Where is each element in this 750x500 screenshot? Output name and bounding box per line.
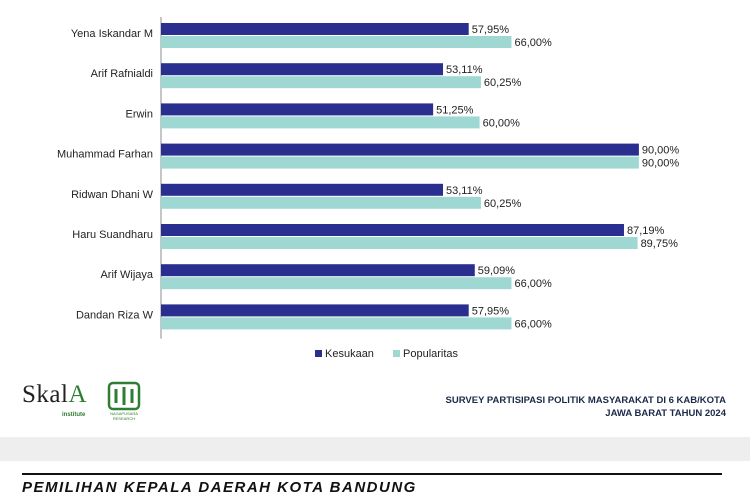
separator-band (0, 437, 750, 461)
bar-popularitas (161, 76, 481, 89)
value-label: 90,00% (642, 145, 680, 157)
bar-popularitas (161, 156, 639, 169)
category-label: Yena Iskandar M (71, 28, 153, 40)
legend-label-popularitas: Popularitas (403, 348, 459, 360)
title-rule (22, 473, 722, 475)
value-label: 87,19% (627, 225, 665, 237)
legend-swatch-popularitas (393, 350, 400, 357)
legend-label-kesukaan: Kesukaan (325, 348, 374, 360)
bar-kesukaan (161, 63, 444, 76)
bar-popularitas (161, 116, 480, 129)
value-label: 66,00% (514, 37, 552, 49)
value-label: 66,00% (514, 318, 552, 330)
svg-text:NAGAPUSARA: NAGAPUSARA (110, 411, 138, 416)
value-label: 57,95% (472, 24, 510, 36)
value-label: 89,75% (641, 238, 679, 250)
value-label: 59,09% (478, 265, 516, 277)
page-title: PEMILIHAN KEPALA DAERAH KOTA BANDUNG (22, 479, 417, 496)
bar-popularitas (161, 277, 512, 290)
bar-kesukaan (161, 224, 624, 236)
svg-text:RESEARCH: RESEARCH (113, 416, 135, 421)
bar-kesukaan (161, 304, 469, 317)
category-label: Dandan Riza W (76, 309, 154, 321)
bar-kesukaan (161, 23, 469, 35)
bar-kesukaan (161, 264, 475, 277)
legend-swatch-kesukaan (315, 350, 322, 357)
category-label: Ridwan Dhani W (71, 189, 154, 201)
value-label: 57,95% (472, 305, 510, 317)
bar-popularitas (161, 317, 512, 330)
value-label: 53,11% (446, 185, 483, 197)
category-label: Haru Suandharu (72, 229, 153, 241)
category-label: Erwin (125, 108, 153, 120)
bar-popularitas (161, 196, 481, 209)
value-label: 60,25% (484, 198, 522, 210)
value-label: 51,25% (436, 104, 474, 116)
survey-line-2: JAWA BARAT TAHUN 2024 (605, 408, 726, 419)
value-label: 60,00% (483, 117, 521, 129)
skala-logo: SkalA institute (22, 381, 152, 421)
survey-caption: SURVEY PARTISIPASI POLITIK MASYARAKAT DI… (446, 394, 726, 420)
skala-logo-text: SkalA (22, 381, 88, 408)
survey-line-1: SURVEY PARTISIPASI POLITIK MASYARAKAT DI… (445, 395, 726, 406)
bar-popularitas (161, 237, 638, 249)
bar-kesukaan (161, 183, 444, 196)
value-label: 60,25% (484, 77, 522, 89)
value-label: 90,00% (642, 158, 680, 170)
category-label: Muhammad Farhan (57, 149, 153, 161)
bar-kesukaan (161, 103, 434, 116)
bar-popularitas (161, 36, 512, 48)
category-label: Arif Rafnialdi (91, 68, 153, 80)
category-label: Arif Wijaya (100, 269, 153, 281)
skala-logo-sub: institute (62, 412, 86, 418)
bar-kesukaan (161, 143, 639, 156)
survey-bar-chart: Yena Iskandar M 57,95% 66,00% Arif Rafniald… (57, 17, 680, 360)
value-label: 53,11% (446, 64, 483, 76)
value-label: 66,00% (514, 278, 552, 290)
research-emblem-icon: NAGAPUSARA RESEARCH (107, 381, 141, 421)
